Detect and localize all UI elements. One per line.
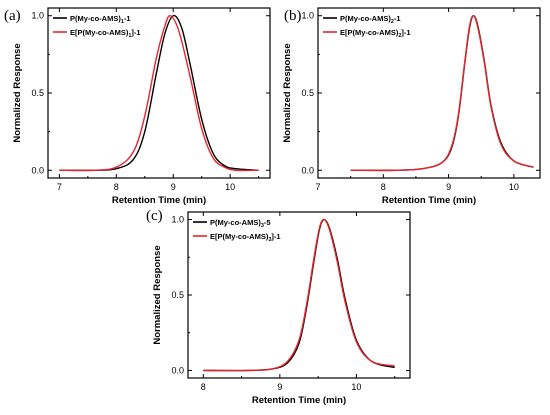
y-tick-label: 0.5 — [171, 290, 184, 300]
series-line-1 — [203, 218, 395, 372]
x-tick-label: 7 — [315, 182, 320, 192]
y-tick-label: 0.0 — [171, 365, 184, 375]
x-tick-label: 8 — [114, 182, 119, 192]
y-tick-label: 0.5 — [31, 88, 44, 98]
panel-label: (b) — [284, 8, 302, 24]
legend-label: E[P(My-co-AMS)1]-1 — [70, 28, 141, 39]
x-axis-title: Retention Time (min) — [112, 195, 206, 206]
x-tick-label: 10 — [351, 382, 361, 392]
series-line-1 — [350, 15, 534, 172]
y-tick-label: 0.0 — [301, 165, 314, 175]
x-tick-label: 9 — [171, 182, 176, 192]
y-axis-title: Normalized Response — [152, 245, 163, 344]
series-line-2 — [350, 15, 534, 172]
series-line-2 — [59, 14, 259, 172]
y-tick-label: 0.5 — [301, 88, 314, 98]
series-line-1 — [59, 14, 259, 172]
y-tick-label: 1.0 — [31, 11, 44, 21]
panel-label: (a) — [4, 8, 21, 24]
y-axis-title: Normalized Response — [12, 43, 23, 142]
x-tick-label: 8 — [201, 382, 206, 392]
y-tick-label: 1.0 — [171, 215, 184, 225]
y-axis-title: Normalized Response — [282, 43, 293, 142]
series-line-2 — [203, 218, 395, 372]
y-tick-label: 0.0 — [31, 165, 44, 175]
x-axis-title: Retention Time (min) — [252, 395, 346, 406]
x-tick-label: 8 — [381, 182, 386, 192]
legend-label: E[P(My-co-AMS)2]-1 — [340, 28, 411, 39]
x-tick-label: 9 — [277, 382, 282, 392]
chart-panel-3: (c) 8 9 10 0.0 0.5 1.0 Retention Time (min) Norm… — [146, 208, 411, 406]
legend-label: E[P(My-co-AMS)3]-1 — [210, 232, 281, 243]
chart-panel-2: (b) 7 8 9 10 0.0 0.5 1.0 Retention Time (min) Nor… — [282, 7, 541, 206]
y-tick-label: 1.0 — [301, 11, 314, 21]
x-tick-label: 7 — [57, 182, 62, 192]
x-axis-title: Retention Time (min) — [382, 195, 476, 206]
legend-label: P(My-co-AMS)3-5 — [210, 218, 271, 229]
legend-label: P(My-co-AMS)2-1 — [340, 14, 401, 25]
x-tick-label: 9 — [446, 182, 451, 192]
x-tick-label: 10 — [225, 182, 235, 192]
chart-panel-1: (a) 7 8 9 10 0.0 0.5 1.0 Retention Time (min) Nor… — [4, 7, 271, 206]
x-tick-label: 10 — [509, 182, 519, 192]
legend-label: P(My-co-AMS)1-1 — [70, 14, 131, 25]
panel-label: (c) — [146, 208, 163, 224]
